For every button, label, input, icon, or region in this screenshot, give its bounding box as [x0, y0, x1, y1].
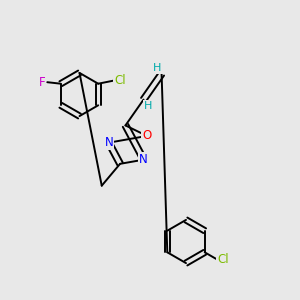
Text: H: H	[153, 63, 162, 73]
Text: H: H	[143, 100, 152, 111]
Text: N: N	[104, 136, 113, 149]
Text: Cl: Cl	[217, 253, 229, 266]
Text: F: F	[39, 76, 45, 89]
Text: N: N	[139, 153, 148, 166]
Text: Cl: Cl	[114, 74, 126, 87]
Text: O: O	[142, 129, 152, 142]
